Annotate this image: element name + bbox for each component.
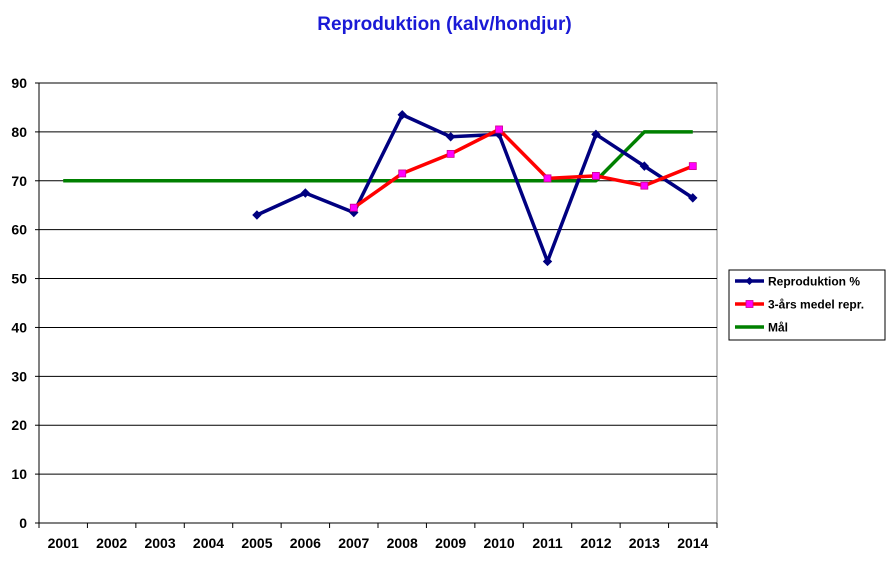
- data-point: [639, 161, 650, 171]
- y-tick-label: 80: [11, 124, 27, 140]
- legend-item: Reproduktion %: [735, 275, 860, 289]
- legend-item: 3-års medel repr.: [735, 298, 864, 312]
- x-tick-label: 2013: [629, 535, 660, 551]
- data-point: [300, 188, 311, 198]
- data-point: [688, 162, 697, 171]
- y-tick-label: 10: [11, 466, 27, 482]
- x-tick-label: 2006: [290, 535, 321, 551]
- series-line: [352, 127, 694, 210]
- legend-item: Mål: [735, 321, 788, 335]
- x-tick-label: 2005: [241, 535, 272, 551]
- series-0: [252, 110, 698, 267]
- data-point: [445, 132, 456, 142]
- x-tick-label: 2014: [677, 535, 708, 551]
- data-point: [591, 129, 601, 140]
- x-tick-label: 2009: [435, 535, 466, 551]
- y-tick-label: 50: [11, 271, 27, 287]
- data-point: [397, 110, 407, 120]
- x-tick-label: 2001: [48, 535, 79, 551]
- x-axis-ticks: 2001 2002 2003 2004 2005 2006 2007 2008 2009 2010…: [38, 523, 718, 551]
- x-tick-label: 2007: [338, 535, 369, 551]
- data-point: [542, 256, 553, 267]
- y-tick-label: 30: [11, 368, 27, 384]
- series-line: [256, 113, 694, 264]
- x-tick-label: 2002: [96, 535, 127, 551]
- y-tick-label: 40: [11, 319, 27, 335]
- x-tick-label: 2012: [580, 535, 611, 551]
- data-point: [349, 203, 358, 212]
- y-tick-label: 60: [11, 222, 27, 238]
- data-point: [688, 193, 698, 203]
- plot-area: [38, 82, 718, 524]
- x-tick-label: 2008: [387, 535, 418, 551]
- series-layer: [63, 110, 698, 267]
- x-tick-label: 2004: [193, 535, 224, 551]
- series-line: [63, 130, 693, 183]
- data-point: [543, 174, 552, 183]
- plot-border: [38, 82, 718, 524]
- x-tick-label: 2003: [144, 535, 175, 551]
- y-tick-label: 0: [19, 515, 27, 531]
- x-tick-label: 2011: [532, 535, 563, 551]
- data-point: [446, 149, 455, 158]
- y-tick-label: 70: [11, 173, 27, 189]
- legend-label: Reproduktion %: [768, 275, 860, 289]
- data-point: [495, 125, 503, 134]
- chart-title: Reproduktion (kalv/hondjur): [317, 14, 572, 35]
- data-point: [398, 169, 407, 178]
- y-tick-label: 20: [11, 417, 27, 433]
- legend-marker: [745, 300, 754, 308]
- legend-label: 3-års medel repr.: [768, 298, 864, 312]
- y-axis-ticks: 0 10 20 30 40 50 60 70 80 90: [11, 75, 39, 531]
- y-tick-label: 90: [11, 75, 27, 91]
- x-tick-label: 2010: [483, 535, 514, 551]
- series-1: [349, 125, 697, 212]
- legend-marker: [745, 277, 754, 285]
- data-point: [640, 181, 649, 190]
- data-point: [252, 210, 262, 220]
- series-2: [63, 130, 693, 183]
- legend: Reproduktion % 3-års medel repr. Mål: [728, 269, 886, 341]
- data-point: [592, 171, 600, 180]
- legend-label: Mål: [768, 321, 788, 335]
